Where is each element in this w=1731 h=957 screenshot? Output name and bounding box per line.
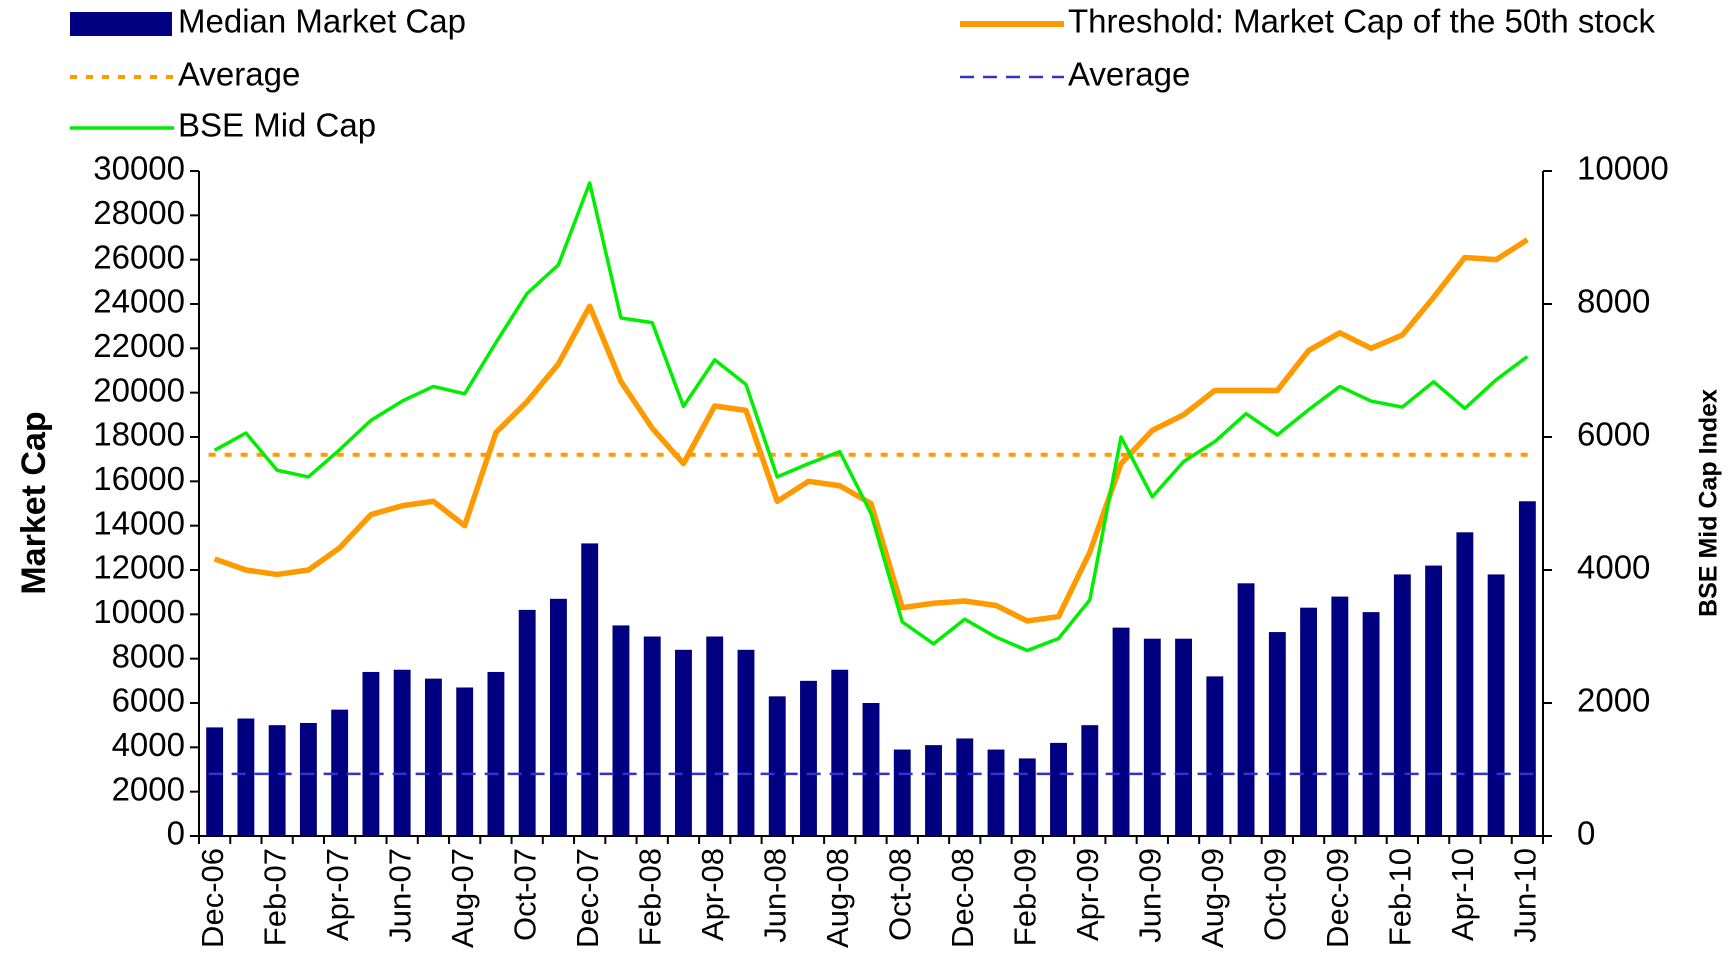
x-tick-label: Aug-08 xyxy=(820,848,855,948)
bar xyxy=(737,649,755,836)
x-tick-label: Dec-09 xyxy=(1320,848,1355,948)
bar xyxy=(956,738,974,836)
bar xyxy=(1143,638,1161,836)
y2-tick-label: 0 xyxy=(1577,815,1595,852)
y-tick-label: 2000 xyxy=(112,770,185,807)
x-tick-label: Aug-09 xyxy=(1195,848,1230,948)
bar xyxy=(1362,612,1380,836)
bar xyxy=(1112,627,1130,836)
bar xyxy=(206,727,224,836)
y-tick-label: 30000 xyxy=(93,150,185,187)
bar xyxy=(1081,725,1099,836)
x-tick-label: Dec-07 xyxy=(570,848,605,948)
bar xyxy=(1206,676,1224,836)
y-tick-label: 4000 xyxy=(112,726,185,763)
y-tick-label: 0 xyxy=(167,815,185,852)
y-tick-label: 10000 xyxy=(93,593,185,630)
bar xyxy=(862,703,880,836)
y2-tick-label: 2000 xyxy=(1577,682,1650,719)
bar xyxy=(987,749,1005,836)
bar xyxy=(456,687,474,836)
bar xyxy=(1018,758,1036,836)
y-tick-label: 14000 xyxy=(93,504,185,541)
bar xyxy=(768,696,786,836)
x-tick-label: Feb-10 xyxy=(1383,848,1418,946)
y-tick-label: 22000 xyxy=(93,327,185,364)
legend-label: Average xyxy=(178,56,300,93)
bar xyxy=(800,680,817,836)
y-tick-label: 18000 xyxy=(93,416,185,453)
legend-label: Median Market Cap xyxy=(178,3,466,40)
bar xyxy=(424,678,442,836)
bar xyxy=(581,543,599,836)
y-axis-title: Market Cap xyxy=(15,411,53,594)
y-tick-label: 20000 xyxy=(93,371,185,408)
y-tick-label: 26000 xyxy=(93,238,185,275)
x-tick-label: Jun-09 xyxy=(1132,848,1167,943)
y-tick-label: 28000 xyxy=(93,194,185,231)
y2-tick-label: 8000 xyxy=(1577,283,1650,320)
x-tick-label: Feb-09 xyxy=(1007,848,1042,946)
bar xyxy=(706,636,724,836)
y-tick-label: 24000 xyxy=(93,283,185,320)
bar xyxy=(1456,532,1474,836)
legend-label: BSE Mid Cap xyxy=(178,107,376,144)
y-tick-label: 16000 xyxy=(93,460,185,497)
y-tick-label: 12000 xyxy=(93,549,185,586)
line xyxy=(213,181,1529,653)
bar xyxy=(1487,574,1505,836)
x-tick-label: Apr-09 xyxy=(1070,848,1105,941)
bar xyxy=(1175,638,1192,836)
x-tick-label: Jun-08 xyxy=(757,848,792,943)
bar xyxy=(1268,632,1286,836)
legend-label: Average xyxy=(1068,56,1190,93)
x-tick-label: Feb-08 xyxy=(632,848,667,946)
y-tick-label: 8000 xyxy=(112,637,185,674)
bar xyxy=(550,598,567,836)
bar xyxy=(893,749,911,836)
y2-tick-label: 4000 xyxy=(1577,549,1650,586)
bar xyxy=(612,625,630,836)
line xyxy=(213,237,1529,624)
legend-swatch xyxy=(70,12,172,36)
bar xyxy=(1300,607,1318,836)
bar xyxy=(675,649,692,836)
bar xyxy=(331,709,349,836)
x-tick-label: Oct-07 xyxy=(507,848,542,941)
x-tick-label: Jun-10 xyxy=(1508,848,1543,943)
legend-label: Threshold: Market Cap of the 50th stock xyxy=(1068,3,1655,40)
bar xyxy=(1425,565,1443,836)
bar xyxy=(1050,742,1067,836)
bar xyxy=(237,718,255,836)
bar xyxy=(299,722,317,836)
x-tick-label: Dec-06 xyxy=(195,848,230,948)
bar xyxy=(925,745,942,836)
y2-tick-label: 6000 xyxy=(1577,416,1650,453)
bar xyxy=(1518,501,1536,836)
x-tick-label: Apr-10 xyxy=(1445,848,1480,941)
bar xyxy=(1393,574,1411,836)
y-tick-label: 6000 xyxy=(112,682,185,719)
x-tick-label: Oct-08 xyxy=(882,848,917,941)
bar xyxy=(1237,583,1255,836)
x-tick-label: Feb-07 xyxy=(257,848,292,946)
x-tick-label: Dec-08 xyxy=(945,848,980,948)
bar xyxy=(362,671,380,836)
x-tick-label: Jun-07 xyxy=(382,848,417,943)
bar xyxy=(487,671,505,836)
x-tick-label: Apr-08 xyxy=(695,848,730,941)
bar xyxy=(643,636,661,836)
x-tick-label: Apr-07 xyxy=(320,848,355,941)
bar xyxy=(1331,596,1349,836)
bar xyxy=(518,609,536,836)
x-tick-label: Aug-07 xyxy=(445,848,480,948)
bar xyxy=(831,669,849,836)
bar xyxy=(393,669,411,836)
y2-axis-title: BSE Mid Cap Index xyxy=(1695,389,1723,617)
x-tick-label: Oct-09 xyxy=(1258,848,1293,941)
y2-tick-label: 10000 xyxy=(1577,150,1669,187)
bar xyxy=(268,725,286,836)
